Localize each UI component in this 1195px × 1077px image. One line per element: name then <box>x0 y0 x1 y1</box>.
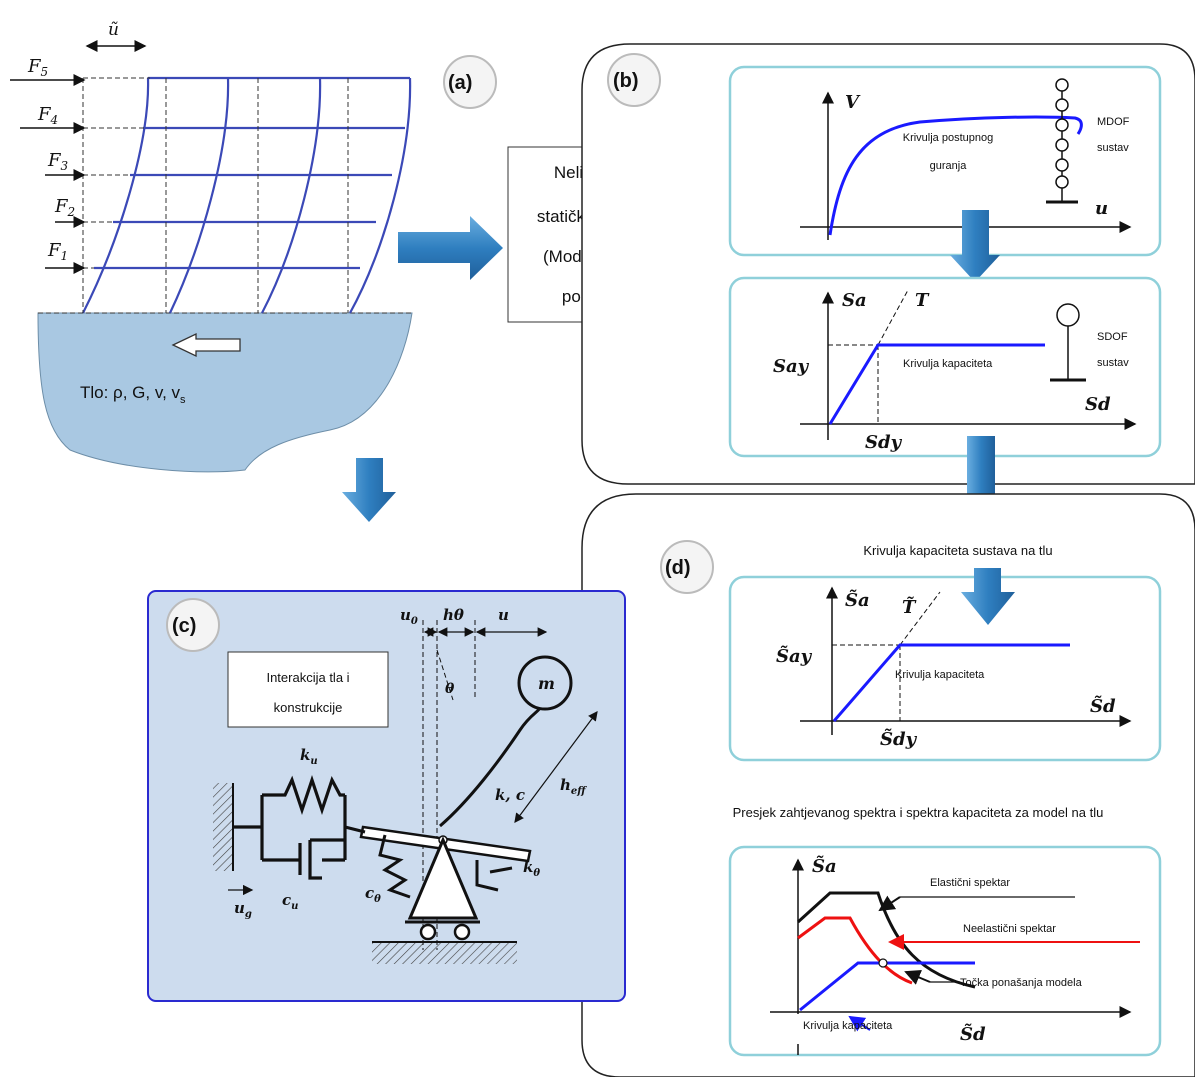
svg-text:S̃ay: S̃ay <box>776 645 813 667</box>
svg-text:Say: Say <box>773 356 810 377</box>
svg-text:(c): (c) <box>172 615 196 637</box>
svg-text:sustav: sustav <box>1097 357 1129 369</box>
ssi-capacity-chart: S̃a T̃ S̃ay S̃dy S̃d Krivulja kapaciteta <box>728 575 1162 762</box>
fixed-wall <box>213 783 233 871</box>
flow-arrow-right-icon <box>398 216 503 280</box>
svg-text:konstrukcije: konstrukcije <box>274 700 343 715</box>
drift-label: ũ <box>108 20 119 40</box>
svg-text:(d): (d) <box>665 557 691 579</box>
spectra-capacity-curve <box>799 961 975 1012</box>
svg-text:T: T <box>915 290 930 311</box>
svg-text:sustav: sustav <box>1097 142 1129 154</box>
capacity-curve <box>828 343 1045 425</box>
svg-text:Sdy: Sdy <box>865 432 903 453</box>
spectra-chart: S̃a S̃d Elastični spektar Neelastični sp… <box>728 845 1162 1057</box>
svg-text:Interakcija tla i: Interakcija tla i <box>266 670 349 685</box>
performance-point <box>878 958 888 968</box>
sdof-chart: Sa T Say Sdy Sd Krivulja kapaciteta SDOF… <box>728 276 1162 458</box>
elastic-spectrum <box>796 891 976 989</box>
label-theta: θ <box>445 681 455 697</box>
label-htheta: hθ <box>443 606 464 624</box>
building-frame <box>82 76 412 314</box>
pivot-support <box>407 836 479 920</box>
sdof-stick-model-icon <box>1050 303 1086 382</box>
label-u: u <box>498 606 509 624</box>
svg-text:S̃d: S̃d <box>960 1023 986 1045</box>
horizontal-spring-dashpot <box>233 774 366 880</box>
ground-base <box>372 942 517 964</box>
svg-text:T̃: T̃ <box>902 596 917 618</box>
ssi-label-box: Interakcija tla i konstrukcije <box>227 651 389 728</box>
svg-text:Krivulja postupnog: Krivulja postupnog <box>903 132 994 144</box>
svg-text:k, c: k, c <box>495 786 525 804</box>
badge-c: (c) <box>166 598 220 652</box>
mass <box>517 655 573 711</box>
badge-a: (a) <box>443 55 497 109</box>
svg-text:m: m <box>538 674 555 693</box>
mdof-stick-model-icon <box>1046 78 1078 204</box>
svg-text:Neelastični spektar: Neelastični spektar <box>963 923 1056 935</box>
svg-text:(a): (a) <box>448 72 472 94</box>
force-label-f2: F2 <box>54 196 75 219</box>
force-label-f3: F3 <box>47 150 69 173</box>
inelastic-spectrum <box>797 916 913 985</box>
rotational-dashpot <box>475 860 513 892</box>
panel-a: Tlo: ρ, G, v, vs ũ <box>10 20 497 473</box>
soil-properties: Tlo: ρ, G, v, vs <box>80 383 186 406</box>
svg-text:Elastični spektar: Elastični spektar <box>930 877 1010 889</box>
soil-region <box>37 312 413 473</box>
svg-text:SDOF: SDOF <box>1097 331 1128 343</box>
mdof-chart: V u Krivulja postupnog guranja MDOF sust… <box>728 65 1162 257</box>
svg-text:Sd: Sd <box>1085 394 1111 415</box>
svg-text:MDOF: MDOF <box>1097 116 1130 128</box>
panel-d: Krivulja kapaciteta sustava na tlu (d) S… <box>581 493 1195 1077</box>
badge-b: (b) <box>607 53 661 107</box>
flow-arrow-down-d-icon <box>961 568 1015 625</box>
intersection-title: Presjek zahtjevanog spektra i spektra ka… <box>733 805 1104 820</box>
rotational-spring <box>378 834 411 899</box>
svg-text:u: u <box>1095 198 1108 219</box>
flow-arrow-down-icon <box>342 458 396 522</box>
svg-text:Točka ponašanja modela: Točka ponašanja modela <box>960 977 1083 989</box>
svg-text:Krivulja kapaciteta: Krivulja kapaciteta <box>895 669 985 681</box>
svg-text:Krivulja kapaciteta: Krivulja kapaciteta <box>903 358 993 370</box>
svg-text:S̃a: S̃a <box>845 589 870 611</box>
svg-text:Sa: Sa <box>842 290 867 311</box>
force-label-f4: F4 <box>37 104 58 127</box>
force-label-f5: F5 <box>27 56 48 79</box>
svg-text:S̃a: S̃a <box>812 855 837 877</box>
ssi-capacity-curve <box>832 643 1070 722</box>
svg-text:(b): (b) <box>613 70 639 92</box>
svg-text:S̃dy: S̃dy <box>880 728 918 750</box>
pushover-curve <box>828 115 1083 236</box>
panel-b: (b) V u Krivulja postupnog guranja <box>581 43 1195 485</box>
force-label-f1: F1 <box>47 240 68 263</box>
panel-c: (c) Interakcija tla i konstrukcije u0 hθ… <box>147 590 626 1002</box>
flow-arrow-down-b-icon <box>950 210 1000 282</box>
svg-text:S̃d: S̃d <box>1090 695 1116 717</box>
d-title: Krivulja kapaciteta sustava na tlu <box>863 543 1052 558</box>
svg-text:V: V <box>845 92 861 113</box>
svg-text:guranja: guranja <box>930 160 968 172</box>
svg-text:Krivulja kapaciteta: Krivulja kapaciteta <box>803 1020 893 1032</box>
badge-d: (d) <box>660 540 714 594</box>
soil-motion-arrow-icon <box>171 332 241 358</box>
